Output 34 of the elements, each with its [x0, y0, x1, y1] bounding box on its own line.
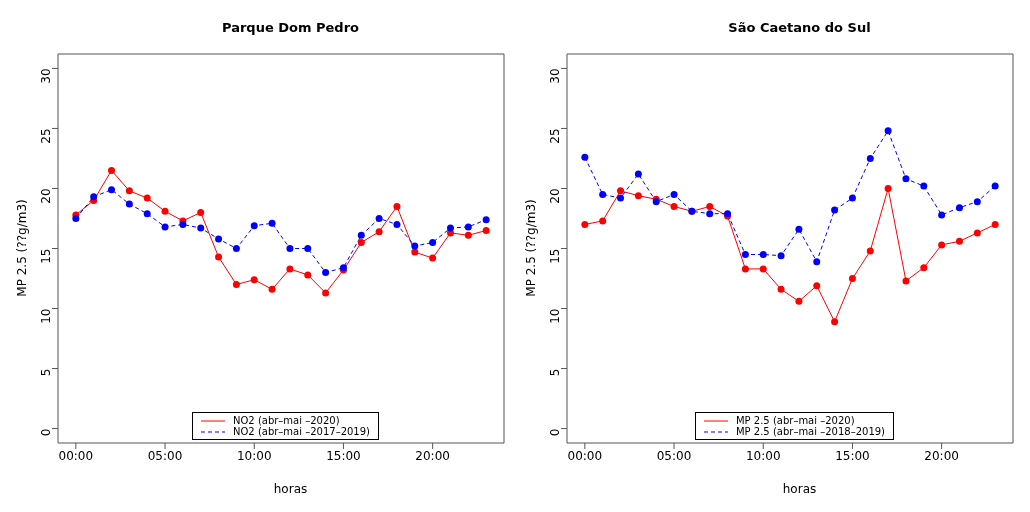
- y-tick-label: 25: [39, 128, 54, 144]
- x-tick-label: 05:00: [147, 448, 183, 463]
- y-axis-title: MP 2.5 (??g/m3): [15, 199, 30, 297]
- legend-label: NO2 (abr–mai –2020): [232, 415, 340, 426]
- x-axis-title: horas: [781, 482, 818, 496]
- x-tick-label: 10:00: [745, 448, 781, 463]
- y-tick-label: 5: [39, 368, 54, 377]
- y-tick-label: 15: [39, 248, 54, 264]
- legend-label: MP 2.5 (abr–mai –2018–2019): [735, 426, 886, 437]
- x-tick-label: 15:00: [326, 448, 361, 463]
- y-tick-label: 20: [39, 188, 54, 204]
- y-axis-title: MP 2.5 (??g/m3): [524, 199, 539, 297]
- y-tick-label: 10: [548, 308, 563, 324]
- y-tick-label: 20: [548, 188, 563, 204]
- y-tick-label: 0: [39, 428, 54, 437]
- y-tick-label: 15: [548, 248, 563, 264]
- y-tick-label: 25: [548, 128, 563, 144]
- x-tick-label: 20:00: [415, 448, 450, 463]
- x-tick-label: 05:00: [656, 448, 692, 463]
- y-tick-label: 30: [39, 68, 54, 84]
- y-tick-label: 0: [548, 428, 563, 437]
- x-tick-label: 00:00: [567, 448, 603, 463]
- x-tick-label: 10:00: [236, 448, 272, 463]
- x-axis-title: horas: [272, 482, 309, 496]
- x-tick-label: 15:00: [835, 448, 870, 463]
- y-tick-label: 5: [548, 368, 563, 377]
- y-tick-label: 30: [548, 68, 563, 84]
- legend-label: NO2 (abr–mai –2017–2019): [232, 426, 370, 437]
- chart-title: Parque Dom Pedro: [220, 20, 361, 35]
- x-tick-label: 20:00: [924, 448, 959, 463]
- chart-title: São Caetano do Sul: [727, 20, 872, 35]
- y-tick-label: 10: [39, 308, 54, 324]
- x-tick-label: 00:00: [58, 448, 94, 463]
- legend-label: MP 2.5 (abr–mai –2020): [735, 415, 855, 426]
